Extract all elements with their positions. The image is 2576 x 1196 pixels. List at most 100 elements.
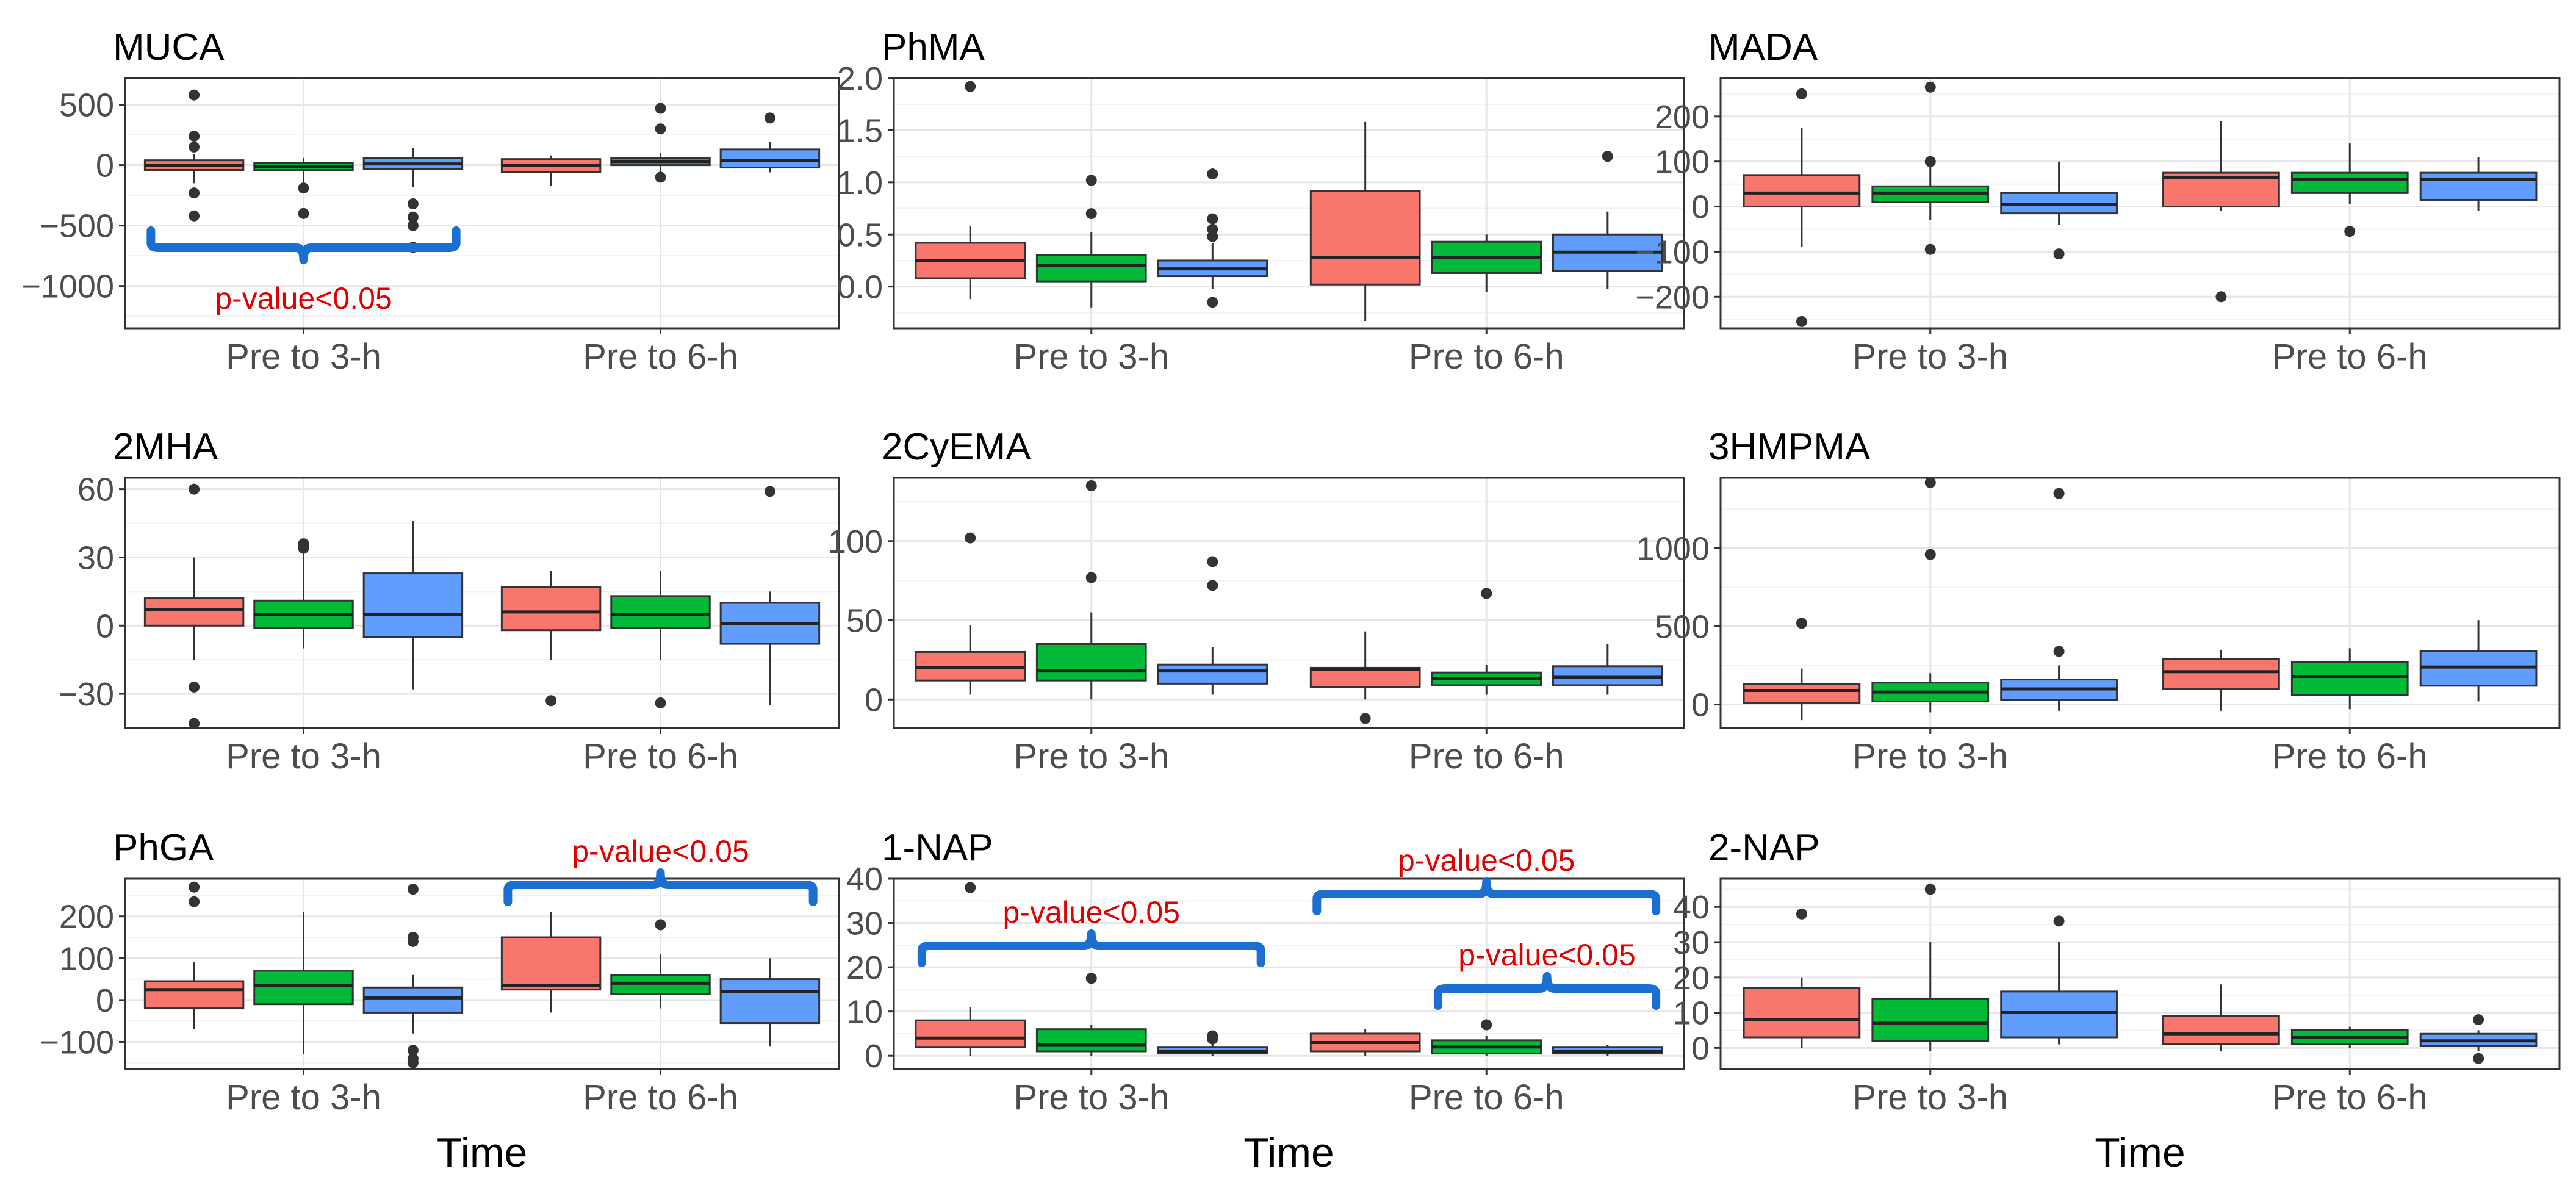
box-body [719,978,821,1025]
plot-border [124,877,840,1070]
panel-title: 1-NAP [882,827,993,869]
box-1-0 [1309,121,1421,322]
panel-mada: MADA −200 −100 0 100 200 Pre to 3-h Pre to 6-h [1635,26,2561,376]
outlier-point [407,1045,419,1056]
box-1-2 [1552,1045,1663,1056]
panel-title: MUCA [113,26,225,68]
outlier-point [189,187,200,199]
outlier-point [1924,549,1936,560]
outlier-point [965,882,976,893]
box-body [143,597,245,627]
box-body [1309,190,1421,286]
box-body [1157,663,1268,685]
box-0-1 [1871,81,1990,255]
y-tick-label: 40 [846,861,883,898]
outlier-point [189,89,200,101]
x-tick-label: Pre to 6-h [583,1078,738,1117]
significance-annotation: p-value<0.05 [503,834,818,906]
outlier-point [655,103,666,114]
box-body [2290,171,2409,194]
box-0-0 [915,532,1026,695]
y-tick-label: 0 [96,608,114,644]
y-tick-label: 0 [96,982,114,1019]
significance-bracket [917,929,1265,967]
box-body [1035,643,1147,682]
outlier-point [2053,248,2065,260]
panel-title: 3HMPMA [1708,426,1871,468]
x-axis-title: Time [1243,1129,1334,1176]
y-tick-label: −200 [1635,279,1710,315]
box-body [253,970,354,1006]
significance-annotation: p-value<0.05 [917,895,1265,967]
significance-annotation: p-value<0.05 [1433,938,1661,1010]
outlier-point [298,207,309,219]
y-tick-label: 40 [1673,889,1710,926]
outlier-point [189,210,200,222]
significance-bracket [146,226,461,264]
box-0-0 [1743,88,1861,327]
y-tick-label: −30 [58,676,114,713]
y-tick-label: 0 [1691,189,1710,226]
x-tick-label: Pre to 3-h [1852,737,2008,776]
box-1-0 [2162,121,2280,303]
box-0-2 [2000,488,2118,711]
outlier-point [1796,88,1807,99]
box-body [362,986,464,1014]
box-1-0 [1309,631,1421,724]
x-tick-label: Pre to 6-h [1409,337,1564,376]
outlier-point [1924,477,1936,488]
x-tick-label: Pre to 6-h [2272,1078,2428,1117]
box-1-1 [1431,588,1542,695]
box-body [915,1019,1026,1048]
panel-2mha: 2MHA −30 0 30 60 Pre to 3-h Pre to 6-h [58,426,840,776]
x-tick-label: Pre to 6-h [2272,337,2428,376]
box-1-1 [1431,234,1542,292]
panel-3hmpma: 3HMPMA 0 500 1000 Pre to 3-h Pre to 6-h [1636,426,2561,776]
outlier-point [1207,580,1218,591]
box-1-0 [500,912,602,1013]
outlier-point [1207,297,1218,308]
outlier-point [1085,572,1097,583]
outlier-point [764,112,775,124]
box-1-0 [1309,1029,1421,1056]
plot-border [124,477,840,729]
box-1-1 [2290,143,2409,237]
outlier-point [189,483,200,495]
box-1-1 [2290,1026,2409,1048]
x-tick-label: Pre to 3-h [1013,737,1169,776]
box-0-1 [1035,175,1147,308]
outlier-point [965,532,976,544]
y-tick-label: 30 [1673,924,1710,961]
outlier-point [655,919,666,931]
box-1-2 [2419,157,2538,211]
box-1-2 [2419,1014,2538,1064]
box-body [2419,650,2538,687]
plot-background [894,478,1684,728]
y-tick-label: 2.0 [837,60,883,97]
box-1-2 [719,112,821,173]
box-0-2 [362,884,464,1068]
x-tick-label: Pre to 6-h [1409,737,1564,776]
y-tick-label: 0 [865,682,883,718]
outlier-point [1207,1033,1218,1045]
plot-border [1719,77,2561,330]
outlier-point [1796,908,1807,920]
box-1-1 [2290,648,2409,710]
outlier-point [2053,646,2065,657]
box-0-1 [1871,477,1990,713]
box-1-1 [610,919,711,1009]
box-0-2 [1157,1030,1268,1056]
box-body [2000,990,2118,1039]
outlier-point [1207,213,1218,225]
x-tick-label: Pre to 3-h [1013,337,1169,376]
panel-2cyema: 2CyEMA 0 50 100 Pre to 3-h Pre to 6-h [828,426,1685,776]
y-tick-label: 200 [1655,99,1710,135]
plot-border [893,77,1685,330]
box-1-2 [1552,151,1663,289]
y-tick-label: 0 [1691,1030,1710,1067]
y-tick-label: −1000 [21,268,114,305]
box-0-2 [2000,915,2118,1045]
x-tick-label: Pre to 3-h [226,737,381,776]
outlier-point [764,486,775,497]
